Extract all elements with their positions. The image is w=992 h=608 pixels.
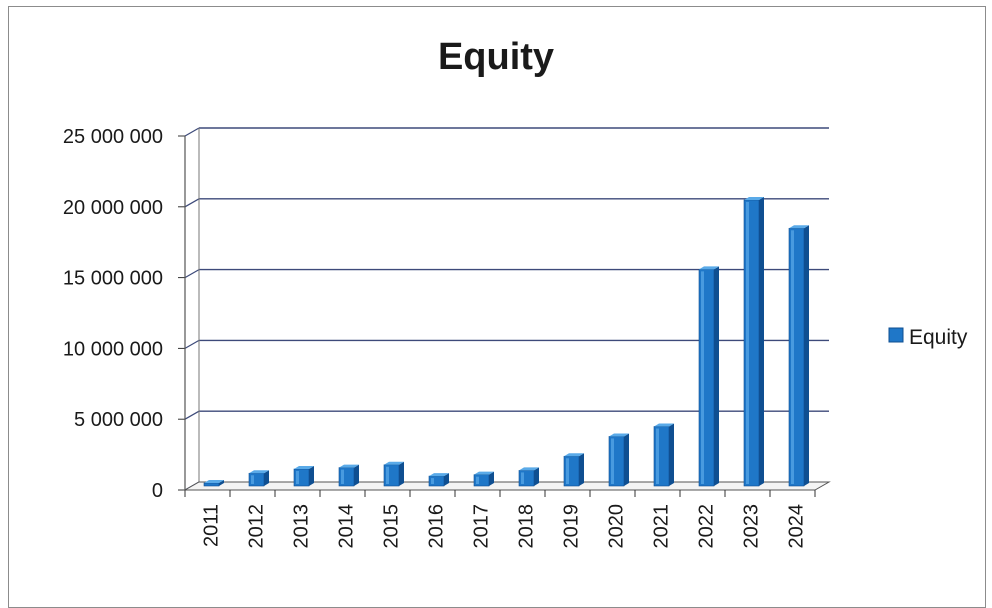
bar-side: [534, 467, 539, 486]
bar-2013: [293, 466, 314, 487]
gridline-diag: [184, 127, 200, 137]
x-tick-label: 2020: [606, 504, 628, 549]
bar-2019: [563, 453, 584, 487]
bar-top: [249, 470, 269, 474]
x-tick-label: 2024: [786, 504, 808, 549]
bar-top: [744, 196, 764, 200]
bar-top: [654, 423, 674, 427]
x-tick-label: 2011: [201, 504, 223, 547]
bar-front: [203, 482, 220, 487]
bar-top: [204, 480, 224, 483]
bar-2024: [788, 225, 809, 487]
bar-highlight: [251, 475, 254, 484]
bar-side: [399, 461, 404, 486]
bar-top: [519, 467, 539, 471]
y-tick-label: 5 000 000: [74, 409, 163, 431]
gridline-diag: [184, 269, 200, 279]
bar-highlight: [566, 458, 569, 484]
bar-highlight: [701, 271, 704, 484]
bar-2012: [248, 470, 269, 487]
gridline-diag: [184, 198, 200, 208]
bar-side: [714, 266, 719, 486]
bar-side: [219, 480, 224, 486]
grid-layer: [184, 127, 829, 491]
legend-swatch: [888, 327, 904, 343]
bar-top: [384, 461, 404, 465]
bar-top: [294, 466, 314, 470]
bar-highlight: [296, 471, 299, 484]
bar-top: [474, 471, 494, 475]
bar-side: [624, 433, 629, 486]
bar-highlight: [431, 478, 434, 484]
bar-side: [759, 196, 764, 486]
bar-side: [489, 471, 494, 486]
gridline-diag: [184, 339, 200, 349]
bar-highlight: [521, 472, 524, 484]
bar-side: [669, 423, 674, 486]
bar-top: [564, 453, 584, 457]
chart-frame: [8, 6, 986, 608]
bar-highlight: [656, 428, 659, 484]
y-tick-label: 20 000 000: [63, 197, 163, 219]
bar-top: [789, 225, 809, 229]
chart-svg: 0 5 000 000 10 000 000 15 000 000 20 000 000…: [63, 126, 968, 549]
bar-layer: [203, 196, 809, 487]
label-layer: 0 5 000 000 10 000 000 15 000 000 20 000 000…: [63, 126, 808, 549]
bar-highlight: [386, 466, 389, 484]
x-tick-label: 2012: [246, 504, 268, 549]
x-tick-label: 2015: [381, 504, 403, 549]
x-tick-label: 2013: [291, 504, 313, 549]
bar-highlight: [746, 201, 749, 484]
bar-side: [354, 464, 359, 486]
bar-2011: [203, 480, 224, 487]
x-tick-label: 2018: [516, 504, 538, 549]
bar-2017: [473, 471, 494, 487]
bar-top: [699, 266, 719, 270]
y-tick-label: 15 000 000: [63, 268, 163, 290]
bar-2016: [428, 473, 449, 487]
x-tick-label: 2014: [336, 504, 358, 549]
bar-2023: [743, 196, 764, 487]
bar-side: [309, 466, 314, 486]
bar-side: [264, 470, 269, 486]
legend-label: Equity: [909, 326, 968, 349]
y-tick-label: 0: [152, 480, 163, 502]
x-tick-label: 2017: [471, 504, 493, 549]
bar-2020: [608, 433, 629, 487]
bar-side: [579, 453, 584, 486]
x-tick-label: 2019: [561, 504, 583, 549]
y-tick-label: 25 000 000: [63, 126, 163, 148]
bar-side: [444, 473, 449, 486]
bar-top: [429, 473, 449, 477]
bar-highlight: [476, 476, 479, 484]
gridline-diag: [184, 410, 200, 420]
legend: Equity: [888, 326, 968, 349]
chart-title: Equity: [437, 36, 555, 78]
bar-side: [804, 225, 809, 486]
bar-2022: [698, 266, 719, 487]
bar-2018: [518, 467, 539, 487]
x-tick-label: 2016: [426, 504, 448, 549]
bar-highlight: [791, 230, 794, 484]
bar-top: [339, 464, 359, 468]
x-tick-label: 2023: [741, 504, 763, 549]
floor-plane: [183, 481, 831, 491]
bar-top: [609, 433, 629, 437]
y-tick-label: 10 000 000: [63, 338, 163, 360]
x-tick-label: 2021: [651, 504, 673, 549]
axis-layer: [178, 128, 831, 497]
bar-2015: [383, 461, 404, 487]
bar-highlight: [611, 438, 614, 484]
bar-2021: [653, 423, 674, 487]
bar-highlight: [341, 469, 344, 484]
x-tick-label: 2022: [696, 504, 718, 549]
bar-2014: [338, 464, 359, 487]
